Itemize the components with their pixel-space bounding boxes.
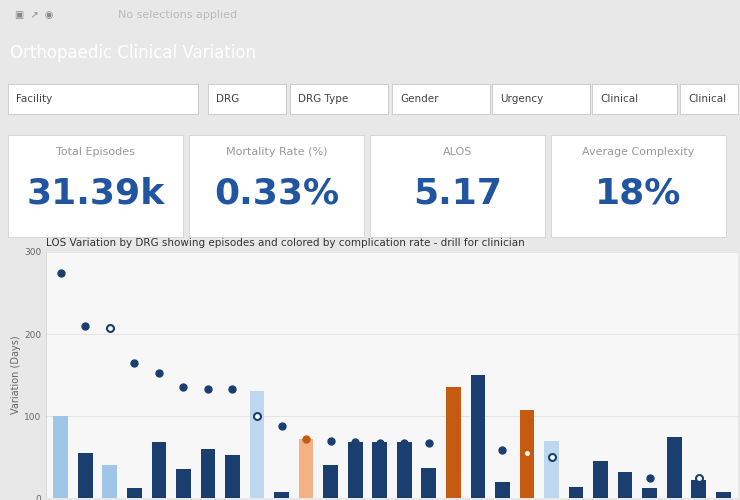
Bar	[53, 416, 68, 498]
Y-axis label: Variation (Days): Variation (Days)	[11, 336, 21, 414]
Text: 18%: 18%	[595, 177, 682, 211]
Bar	[225, 456, 240, 498]
Bar	[691, 480, 706, 498]
Bar	[78, 453, 92, 498]
Bar	[152, 442, 166, 498]
Text: Average Complexity: Average Complexity	[582, 147, 695, 157]
Text: DRG Type: DRG Type	[298, 94, 349, 104]
Bar	[618, 472, 633, 498]
Bar	[422, 468, 436, 498]
Text: 5.17: 5.17	[413, 177, 502, 211]
Text: 0.33%: 0.33%	[214, 177, 339, 211]
Text: ▣  ↗  ◉: ▣ ↗ ◉	[15, 10, 53, 20]
Bar	[495, 482, 510, 498]
Bar	[592, 84, 677, 114]
Bar	[208, 84, 286, 114]
Bar	[8, 135, 183, 237]
Bar	[446, 388, 461, 498]
Text: LOS Variation by DRG showing episodes and colored by complication rate - drill f: LOS Variation by DRG showing episodes an…	[46, 238, 525, 248]
Bar	[8, 84, 198, 114]
Bar	[372, 442, 387, 498]
Text: Clinical: Clinical	[600, 94, 638, 104]
Bar	[471, 375, 485, 498]
Bar	[492, 84, 590, 114]
Bar	[290, 84, 388, 114]
Text: Total Episodes: Total Episodes	[56, 147, 135, 157]
Text: DRG: DRG	[216, 94, 239, 104]
Text: Mortality Rate (%): Mortality Rate (%)	[226, 147, 327, 157]
Bar	[551, 135, 726, 237]
Bar	[102, 465, 117, 498]
Bar	[544, 440, 559, 498]
Bar	[370, 135, 545, 237]
Bar	[593, 461, 608, 498]
Bar	[667, 436, 682, 498]
Bar	[323, 465, 338, 498]
Text: Gender: Gender	[400, 94, 439, 104]
Text: Clinical: Clinical	[688, 94, 726, 104]
Bar	[299, 439, 314, 498]
Bar	[397, 442, 411, 498]
Bar	[392, 84, 490, 114]
Bar	[249, 392, 264, 498]
Bar	[176, 470, 191, 498]
Text: Orthopaedic Clinical Variation: Orthopaedic Clinical Variation	[10, 44, 256, 62]
Bar	[680, 84, 738, 114]
Text: Facility: Facility	[16, 94, 53, 104]
Bar	[275, 492, 289, 498]
Text: ALOS: ALOS	[443, 147, 472, 157]
Bar	[348, 442, 363, 498]
Text: Urgency: Urgency	[500, 94, 543, 104]
Bar	[716, 492, 730, 498]
Bar	[642, 488, 657, 498]
Bar	[127, 488, 141, 498]
Bar	[519, 410, 534, 498]
Text: 31.39k: 31.39k	[27, 177, 164, 211]
Text: No selections applied: No selections applied	[118, 10, 238, 20]
Bar	[568, 486, 583, 498]
Bar	[189, 135, 364, 237]
Bar	[201, 449, 215, 498]
